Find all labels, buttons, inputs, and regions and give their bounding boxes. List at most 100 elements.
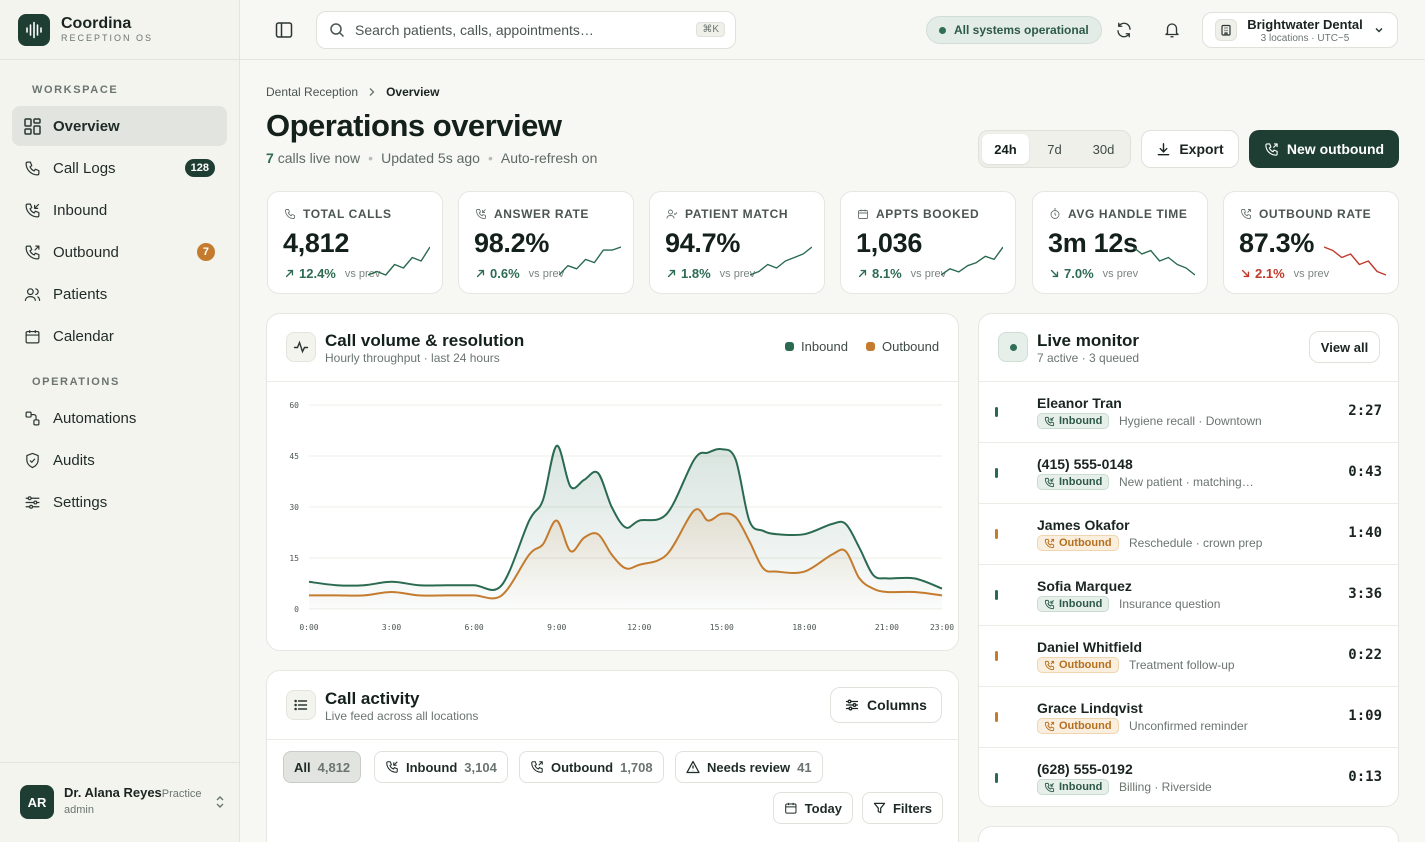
live-call-row[interactable]: James Okafor Outbound Reschedule · crown… — [979, 503, 1398, 564]
sidebar-item-outbound[interactable]: Outbound 7 — [12, 232, 227, 272]
refresh-button[interactable] — [1106, 12, 1142, 48]
logo-icon — [18, 14, 50, 46]
range-option-30d[interactable]: 30d — [1092, 141, 1115, 157]
panel-title: Call volume & resolution — [325, 331, 525, 350]
toggle-sidebar-button[interactable] — [266, 12, 302, 48]
live-call-row[interactable]: (628) 555-0192 Inbound Billing · Riversi… — [979, 747, 1398, 806]
kpi-card-avg-handle-time[interactable]: AVG HANDLE TIME 3m 12s 7.0% vs prev — [1032, 191, 1208, 294]
kpi-value: 87.3% — [1239, 228, 1315, 258]
chip-label: Outbound — [551, 759, 614, 775]
direction-indicator — [995, 407, 998, 417]
chip-count: 1,708 — [620, 759, 653, 775]
trend-down-icon — [1050, 269, 1059, 278]
range-option-7d[interactable]: 7d — [1047, 141, 1062, 157]
phone-incoming-icon — [1044, 599, 1055, 609]
range-option-24h[interactable]: 24h — [982, 134, 1029, 164]
shortcut-hint: ⌘K — [696, 22, 725, 37]
kpi-card-answer-rate[interactable]: ANSWER RATE 98.2% 0.6% vs prev — [458, 191, 634, 294]
filter-chip-inbound[interactable]: Inbound 3,104 — [374, 751, 508, 783]
direction-badge: Outbound — [1037, 718, 1119, 734]
kpi-card-outbound-rate[interactable]: OUTBOUND RATE 87.3% 2.1% vs prev — [1223, 191, 1399, 294]
kpi-label: ANSWER RATE — [475, 207, 589, 221]
columns-button[interactable]: Columns — [830, 687, 942, 723]
sparkline-line — [1133, 246, 1195, 276]
sidebar-item-settings[interactable]: Settings — [12, 482, 227, 522]
filter-chip-all[interactable]: All 4,812 — [283, 751, 362, 783]
x-tick-label: 18:00 — [792, 623, 816, 632]
export-label: Export — [1179, 141, 1224, 157]
view-all-button[interactable]: View all — [1309, 331, 1380, 363]
chevrons-updown-icon — [216, 796, 224, 808]
filter-chip-needs-review[interactable]: Needs review 41 — [675, 751, 823, 783]
kpi-card-patient-match[interactable]: PATIENT MATCH 94.7% 1.8% vs prev — [649, 191, 825, 294]
live-call-row[interactable]: (415) 555-0148 Inbound New patient · mat… — [979, 442, 1398, 503]
sidebar-item-patients[interactable]: Patients — [12, 274, 227, 314]
new-outbound-button[interactable]: New outbound — [1249, 130, 1399, 168]
live-call-row[interactable]: Sofia Marquez Inbound Insurance question… — [979, 564, 1398, 625]
sidebar-item-label: Patients — [53, 285, 108, 303]
today-button[interactable]: Today — [773, 792, 853, 824]
direction-indicator — [995, 773, 998, 783]
live-monitor-panel: Live monitor 7 active · 3 queued View al… — [978, 313, 1399, 807]
live-dot-icon — [1009, 343, 1017, 351]
caller-name: Sofia Marquez — [1037, 578, 1132, 594]
org-switcher[interactable]: Brightwater Dental 3 locations · UTC−5 — [1202, 12, 1398, 48]
sidebar-item-calendar[interactable]: Calendar — [12, 316, 227, 356]
user-menu[interactable]: AR Dr. Alana Reyes Practice admin — [20, 785, 225, 819]
kpi-label-text: TOTAL CALLS — [303, 207, 392, 221]
brand[interactable]: Coordina RECEPTION OS — [18, 14, 153, 46]
sidebar-item-label: Settings — [53, 493, 108, 511]
phone-outgoing-icon — [25, 245, 40, 259]
notifications-button[interactable] — [1154, 12, 1190, 48]
kpi-delta: 7.0% vs prev — [1049, 266, 1138, 281]
phone-incoming-icon — [1044, 782, 1055, 792]
sidebar-item-overview[interactable]: Overview — [12, 106, 227, 146]
sidebar-item-audits[interactable]: Audits — [12, 440, 227, 480]
bell-icon — [1165, 23, 1179, 38]
sidebar-toggle-icon — [275, 22, 293, 38]
live-call-row[interactable]: Grace Lindqvist Outbound Unconfirmed rem… — [979, 686, 1398, 747]
sidebar-item-inbound[interactable]: Inbound — [12, 190, 227, 230]
search-bar[interactable]: ⌘K — [316, 11, 736, 49]
shield-icon — [26, 452, 39, 468]
panel-title: Call activity — [325, 689, 420, 708]
kpi-card-appts-booked[interactable]: APPTS BOOKED 1,036 8.1% vs prev — [840, 191, 1016, 294]
activity-icon — [286, 332, 316, 362]
x-tick-label: 23:00 — [930, 623, 954, 632]
caller-name: James Okafor — [1037, 517, 1130, 533]
kpi-delta-value: 8.1% — [872, 266, 902, 281]
filters-button[interactable]: Filters — [862, 792, 943, 824]
export-button[interactable]: Export — [1141, 130, 1239, 168]
topbar: ⌘K All systems operational Brightwater D… — [240, 0, 1425, 60]
direction-indicator — [995, 651, 998, 661]
call-description: Unconfirmed reminder — [1129, 719, 1248, 733]
direction-badge: Inbound — [1037, 779, 1110, 795]
kpi-delta: 2.1% vs prev — [1240, 266, 1329, 281]
kpi-delta-value: 12.4% — [299, 266, 336, 281]
sidebar-item-automations[interactable]: Automations — [12, 398, 227, 438]
legend-swatch — [785, 342, 794, 351]
building-icon — [1215, 19, 1237, 41]
kpi-delta-value: 2.1% — [1255, 266, 1285, 281]
live-call-row[interactable]: Eleanor Tran Inbound Hygiene recall · Do… — [979, 381, 1398, 442]
columns-label: Columns — [867, 697, 927, 713]
filter-chip-outbound[interactable]: Outbound 1,708 — [519, 751, 664, 783]
sparkline-line — [750, 246, 812, 276]
live-call-row[interactable]: Daniel Whitfield Outbound Treatment foll… — [979, 625, 1398, 686]
sidebar-item-call-logs[interactable]: Call Logs 128 — [12, 148, 227, 188]
user-role-line: admin — [64, 804, 94, 816]
chevron-down-icon — [1375, 27, 1383, 33]
breadcrumb-root[interactable]: Dental Reception — [266, 85, 359, 99]
caller-name: Eleanor Tran — [1037, 395, 1122, 411]
phone-incoming-icon — [1044, 416, 1055, 426]
live-text: calls live now — [277, 150, 361, 166]
direction-indicator — [995, 712, 998, 722]
sparkline-line — [1324, 246, 1386, 276]
direction-badge: Outbound — [1037, 657, 1119, 673]
trend-up-icon — [476, 269, 485, 278]
kpi-delta: 1.8% vs prev — [666, 266, 755, 281]
system-status-badge[interactable]: All systems operational — [926, 16, 1102, 44]
search-input[interactable] — [355, 22, 685, 38]
kpi-card-total-calls[interactable]: TOTAL CALLS 4,812 12.4% vs prev — [267, 191, 443, 294]
legend-outbound: Outbound — [866, 339, 939, 354]
